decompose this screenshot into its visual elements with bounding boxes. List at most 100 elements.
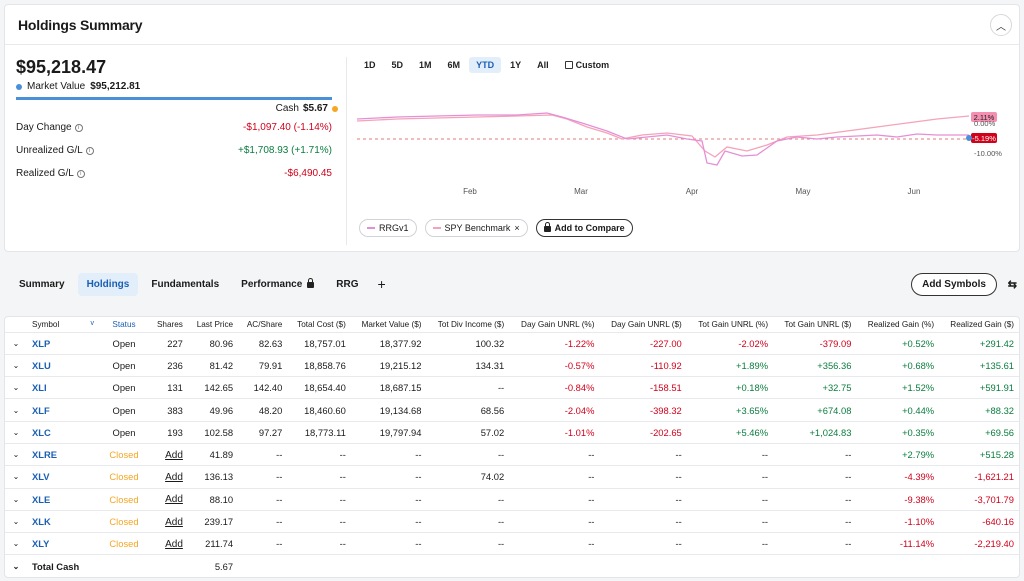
status-cell: Open xyxy=(99,376,149,399)
range-tab-all[interactable]: All xyxy=(537,60,549,70)
add-shares-link[interactable]: Add xyxy=(165,538,183,550)
tab-rrg[interactable]: RRG xyxy=(327,273,367,296)
column-header[interactable]: Market Value ($) xyxy=(361,319,422,329)
calendar-icon xyxy=(564,61,573,69)
chevron-down-icon[interactable]: ⌄ xyxy=(5,353,27,377)
symbol-link[interactable]: XLP xyxy=(32,337,51,349)
column-header[interactable]: Total Cost ($) xyxy=(297,319,346,329)
add-shares-link[interactable]: Add xyxy=(165,516,183,528)
add-shares-link[interactable]: Add xyxy=(165,471,183,483)
add-shares-link[interactable]: Add xyxy=(165,449,183,461)
chevron-down-icon[interactable]: ⌄ xyxy=(5,487,27,511)
add-tab-icon[interactable]: + xyxy=(377,276,386,292)
range-tab-1d[interactable]: 1D xyxy=(364,60,376,70)
symbol-link[interactable]: XLU xyxy=(32,359,51,371)
close-icon[interactable]: × xyxy=(514,223,520,233)
symbol-link[interactable]: XLC xyxy=(32,426,51,438)
column-header[interactable]: Status xyxy=(112,319,136,329)
range-tab-6m[interactable]: 6M xyxy=(447,60,461,70)
compare-icon[interactable]: ⇆ xyxy=(1007,279,1017,291)
table-row[interactable]: ⌄ XLI Open 131 142.65 142.40 18,654.40 18,687.1… xyxy=(5,376,1019,399)
ac-cell: -- xyxy=(238,442,288,466)
table-row[interactable]: ⌄ XLY Closed Add 211.74 -- -- -- -- -- -- -- -- -11.1… xyxy=(5,532,1019,555)
column-header[interactable]: Tot Gain UNRL ($) xyxy=(784,319,852,329)
info-icon[interactable]: i xyxy=(74,123,83,132)
chevron-down-icon[interactable]: ⌄ xyxy=(5,442,27,466)
ac-cell: -- xyxy=(238,532,288,555)
dgd-cell: -158.51 xyxy=(599,376,687,399)
table-row[interactable]: ⌄ XLP Open 227 80.96 82.63 18,757.01 18,377.92 1… xyxy=(5,331,1019,355)
chevron-down-icon[interactable]: ⌄ xyxy=(5,398,27,422)
column-header[interactable]: Realized Gain ($) xyxy=(950,319,1014,329)
symbol-link[interactable]: XLRE xyxy=(32,449,58,461)
add-shares-link[interactable]: Add xyxy=(165,494,183,506)
tgd-cell: -- xyxy=(773,442,857,466)
tab-performance[interactable]: Performance xyxy=(232,273,323,296)
chevron-down-icon[interactable]: ⌄ xyxy=(5,532,27,555)
symbol-link[interactable]: XLE xyxy=(32,493,51,505)
legend-chip-spy[interactable]: SPY Benchmark × xyxy=(424,219,528,237)
chevron-down-icon[interactable]: ⌄ xyxy=(5,554,27,578)
tab-list: Summary Holdings Fundamentals Performance RR… xyxy=(10,272,368,296)
symbol-link[interactable]: XLV xyxy=(32,471,50,483)
chevron-down-icon[interactable]: ⌄ xyxy=(5,376,27,399)
column-header[interactable]: Tot Div Income ($) xyxy=(437,319,505,329)
column-header[interactable]: Day Gain UNRL ($) xyxy=(611,319,682,329)
range-tab-ytd[interactable]: YTD xyxy=(469,57,502,73)
table-row[interactable]: ⌄ XLV Closed Add 136.13 -- -- -- 74.02 -- -- -- -- -4… xyxy=(5,465,1019,489)
column-header[interactable]: Day Gain UNRL (%) xyxy=(521,319,595,329)
tab-holdings[interactable]: Holdings xyxy=(77,272,139,296)
legend-chip-rrgv1[interactable]: RRGv1 xyxy=(359,219,417,237)
range-tab-1y[interactable]: 1Y xyxy=(510,60,522,70)
rgd-cell: -2,219.40 xyxy=(939,532,1019,555)
add-symbols-button[interactable]: Add Symbols xyxy=(911,273,997,296)
metric-row: Day Change i -$1,097.40 (-1.14%) xyxy=(16,116,332,139)
tgd-cell: +1,024.83 xyxy=(773,420,857,444)
chevron-down-icon[interactable]: ⌄ xyxy=(5,465,27,489)
rgp-cell: +2.79% xyxy=(856,442,940,466)
symbol-link[interactable]: XLY xyxy=(32,538,50,550)
table-row[interactable]: ⌄ XLE Closed Add 88.10 -- -- -- -- -- -- -- -- -9.38%… xyxy=(5,487,1019,511)
chevron-down-icon[interactable]: ⌄ xyxy=(5,420,27,444)
month-label: Mar xyxy=(574,187,588,196)
info-icon[interactable]: i xyxy=(85,146,94,155)
symbol-link[interactable]: XLK xyxy=(32,516,51,528)
column-header[interactable]: Last Price xyxy=(196,319,234,329)
end-badge-label: -5.19% xyxy=(972,134,996,143)
range-tab-5d[interactable]: 5D xyxy=(391,60,404,70)
column-header[interactable]: Realized Gain (%) xyxy=(867,319,935,329)
rgd-cell: +291.42 xyxy=(939,331,1019,355)
cost-cell: 18,757.01 xyxy=(287,331,351,355)
table-row[interactable]: ⌄ XLRE Closed Add 41.89 -- -- -- -- -- -- -- -- +2.79… xyxy=(5,442,1019,466)
last-cell: 102.58 xyxy=(187,420,239,444)
add-to-compare-button[interactable]: Add to Compare xyxy=(535,219,633,237)
chevron-down-icon[interactable]: ⌄ xyxy=(5,509,27,533)
dgp-cell: -1.22% xyxy=(509,331,600,355)
range-tab-custom[interactable]: Custom xyxy=(558,57,617,73)
rgd-cell: +515.28 xyxy=(939,442,1019,466)
rgd-cell: +135.61 xyxy=(939,353,1019,377)
column-header[interactable]: Symbol v xyxy=(27,317,99,332)
table-row[interactable]: ⌄ XLF Open 383 49.96 48.20 18,460.60 19,134.68 6… xyxy=(5,398,1019,422)
tab-fundamentals[interactable]: Fundamentals xyxy=(142,273,228,296)
info-icon[interactable]: i xyxy=(76,169,85,178)
column-header[interactable]: Shares xyxy=(156,319,183,329)
tab-label: Fundamentals xyxy=(151,278,220,290)
collapse-button[interactable]: ︿ xyxy=(990,14,1012,36)
column-header[interactable]: Tot Gain UNRL (%) xyxy=(698,319,769,329)
range-tab-1m[interactable]: 1M xyxy=(419,60,432,70)
y-axis-label: 0.00% xyxy=(974,119,996,128)
chevron-up-icon: ︿ xyxy=(996,21,1006,33)
table-row[interactable]: ⌄ XLK Closed Add 239.17 -- -- -- -- -- -- -- -- -1.10… xyxy=(5,509,1019,533)
column-header[interactable]: AC/Share xyxy=(246,319,283,329)
tgp-cell: -- xyxy=(686,465,774,489)
chevron-down-icon[interactable]: v xyxy=(90,319,95,327)
metric-row: Unrealized G/L i +$1,708.93 (+1.71%) xyxy=(16,139,332,162)
table-row[interactable]: ⌄ XLU Open 236 81.42 79.91 18,858.76 19,215.12 1… xyxy=(5,353,1019,377)
chevron-down-icon[interactable]: ⌄ xyxy=(5,331,27,355)
table-row[interactable]: ⌄ XLC Open 193 102.58 97.27 18,773.11 19,797.94… xyxy=(5,420,1019,444)
symbol-link[interactable]: XLF xyxy=(32,404,50,416)
symbol-link[interactable]: XLI xyxy=(32,382,47,394)
divider xyxy=(346,57,347,245)
tab-summary[interactable]: Summary xyxy=(10,273,74,296)
